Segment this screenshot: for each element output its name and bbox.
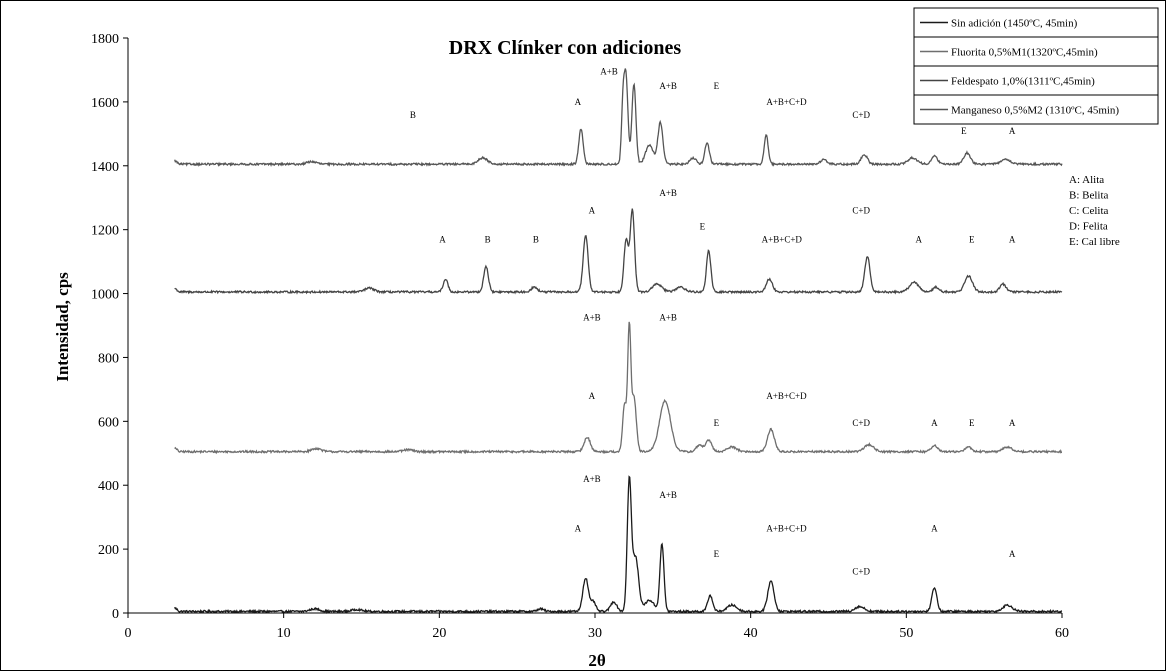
peak-label: E <box>961 126 967 136</box>
peak-label: A+B <box>583 313 601 323</box>
phase-key-entry: C: Celita <box>1069 205 1109 217</box>
x-tick-label: 40 <box>744 626 758 641</box>
legend-entry: Manganeso 0,5%M2 (1310ºC, 45min) <box>951 105 1119 117</box>
legend-entry: Sin adición (1450ºC, 45min) <box>951 18 1078 30</box>
x-tick-label: 50 <box>899 626 913 641</box>
peak-label: A <box>931 524 938 534</box>
y-tick-label: 200 <box>98 543 119 558</box>
x-tick-label: 30 <box>588 626 602 641</box>
x-tick-label: 60 <box>1055 626 1069 641</box>
peak-label: A+B <box>659 490 677 500</box>
y-tick-label: 1600 <box>91 96 119 111</box>
peak-label: A+B <box>659 188 677 198</box>
y-tick-label: 800 <box>98 351 119 366</box>
series-layer <box>174 68 1063 615</box>
peak-label: C+D <box>852 110 870 120</box>
peak-label: A <box>589 206 596 216</box>
peak-label: A+B+C+D <box>766 97 807 107</box>
phase-key-entry: A: Alita <box>1069 174 1104 186</box>
y-tick-label: 0 <box>112 607 119 622</box>
peak-label: E <box>969 418 975 428</box>
peak-label: E <box>700 222 706 232</box>
phase-key-entry: D: Felita <box>1069 221 1108 233</box>
peak-label: A+B+C+D <box>766 524 807 534</box>
x-tick-label: 0 <box>125 626 132 641</box>
peak-label: A+B+C+D <box>762 234 803 244</box>
y-tick-label: 1200 <box>91 224 119 239</box>
series-line-2 <box>174 321 1063 455</box>
peak-label: A <box>1009 126 1016 136</box>
peak-label: C+D <box>852 567 870 577</box>
peak-label: E <box>714 418 720 428</box>
x-tick-label: 10 <box>277 626 291 641</box>
annotation-layer: B A A+B A+B E A+B+C+D C+D E A A+B A C+D E A B B A+B+C+D A… <box>410 67 1016 577</box>
series-line-3 <box>174 208 1063 295</box>
peak-label: B <box>533 234 539 244</box>
y-tick-label: 600 <box>98 415 119 430</box>
y-tick-label: 1400 <box>91 160 119 175</box>
peak-label: A+B+C+D <box>766 391 807 401</box>
series-line-1 <box>174 475 1063 615</box>
peak-label: C+D <box>852 418 870 428</box>
phase-key: A: Alita B: Belita C: Celita D: Felita E: Ca… <box>1069 174 1120 248</box>
peak-label: A <box>916 234 923 244</box>
peak-label: A+B <box>659 313 677 323</box>
peak-label: A+B <box>600 67 618 77</box>
y-tick-label: 1000 <box>91 288 119 303</box>
x-tick-label: 20 <box>432 626 446 641</box>
legend: Sin adición (1450ºC, 45min) Fluorita 0,5%… <box>913 7 1159 125</box>
phase-key-entry: B: Belita <box>1069 190 1109 202</box>
legend-entry: Fluorita 0,5%M1(1320ºC,45min) <box>951 47 1098 59</box>
legend-entry: Feldespato 1,0%(1311ºC,45min) <box>951 76 1095 88</box>
peak-label: E <box>969 234 975 244</box>
peak-label: A+B <box>583 474 601 484</box>
peak-label: A <box>575 97 582 107</box>
peak-label: A+B <box>659 81 677 91</box>
y-axis-title: Intensidad, cps <box>53 272 72 382</box>
peak-label: A <box>439 234 446 244</box>
y-tick-label: 1800 <box>91 32 119 47</box>
peak-label: A <box>1009 234 1016 244</box>
peak-label: B <box>485 234 491 244</box>
x-axis-title: 2θ <box>588 651 606 670</box>
peak-label: E <box>714 549 720 559</box>
y-tick-label: 400 <box>98 479 119 494</box>
peak-label: B <box>410 110 416 120</box>
peak-label: A <box>575 524 582 534</box>
peak-label: A <box>589 391 596 401</box>
peak-label: C+D <box>852 206 870 216</box>
peak-label: A <box>931 418 938 428</box>
axes: 0 200 400 600 800 1000 1200 1400 1600 1800 0 10 20 30… <box>91 32 1069 641</box>
peak-label: A <box>1009 418 1016 428</box>
series-line-4 <box>174 68 1063 168</box>
peak-label: A <box>1009 549 1016 559</box>
phase-key-entry: E: Cal libre <box>1069 236 1120 248</box>
chart-title: DRX Clínker con adiciones <box>449 37 682 59</box>
peak-label: E <box>714 81 720 91</box>
